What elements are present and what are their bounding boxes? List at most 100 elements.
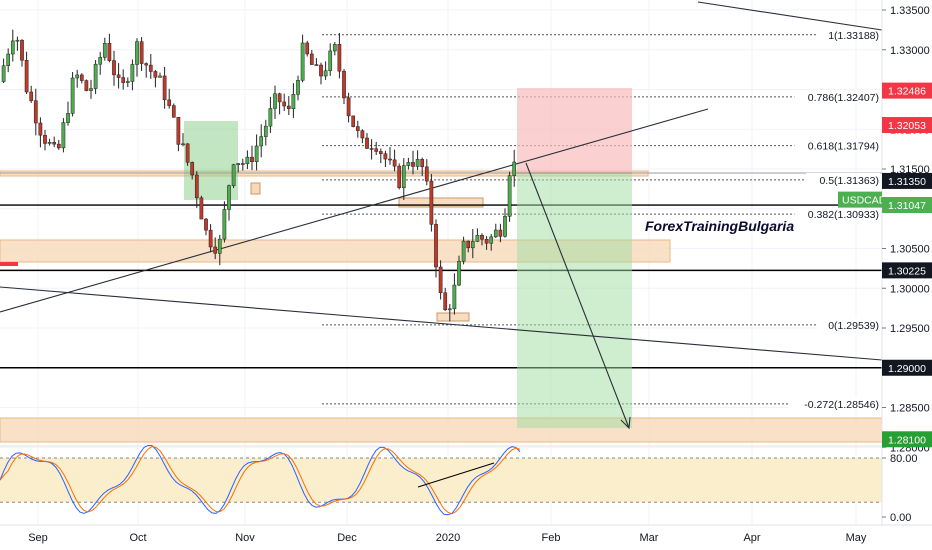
arrow-head [620, 416, 631, 430]
candle-body [240, 163, 245, 165]
time-tick-label: Mar [640, 532, 659, 544]
fib-level-label: 0(1.29539) [828, 320, 879, 332]
candle-body [503, 216, 507, 237]
candle-body [231, 164, 236, 186]
fib-level-label: 1(1.33188) [828, 30, 879, 42]
candle-body [75, 74, 80, 79]
short-position-tool[interactable] [517, 88, 632, 428]
candle-body [457, 260, 461, 286]
candle-body [130, 64, 135, 82]
time-tick-label: Feb [542, 532, 561, 544]
candle-body [332, 44, 337, 52]
fib-level-label: 0.382(1.30933) [808, 209, 879, 221]
candle-body [374, 148, 379, 152]
candle-body [309, 53, 314, 65]
candle-body [461, 240, 466, 262]
divergence-line [417, 462, 495, 488]
stoch-d-line [0, 446, 521, 515]
candle-body [323, 70, 328, 77]
price-badge [882, 431, 932, 448]
candle-body [277, 93, 282, 103]
candle-body [480, 235, 484, 240]
time-tick-label: Apr [743, 532, 760, 544]
price-badge [882, 262, 932, 279]
candle-body [493, 229, 498, 238]
candle-body [139, 41, 144, 64]
fib-label-bg [818, 317, 880, 331]
candle-body [15, 39, 20, 42]
candle-body [314, 64, 319, 66]
candle-body [369, 148, 374, 150]
candle-body [392, 159, 397, 167]
candle-body [153, 71, 158, 78]
candle-body [236, 163, 241, 165]
candle-body [475, 235, 480, 242]
price-badge-label: USDCAD [842, 195, 887, 207]
price-badge [882, 172, 932, 189]
candle-body [512, 161, 517, 176]
candle-body [52, 142, 57, 145]
price-badge-label: 1.32053 [888, 120, 926, 132]
fib-label-bg [818, 27, 880, 41]
candle-body [470, 241, 475, 249]
candle-body [250, 156, 254, 162]
candle-body [305, 42, 310, 55]
candle-body [420, 159, 425, 168]
candle-body [33, 100, 38, 124]
fib-label-bg [794, 207, 880, 221]
fib-level-label: 0.5(1.31363) [819, 175, 879, 187]
candle-body [484, 238, 489, 244]
falling-trendline [0, 286, 883, 361]
small-zone [398, 197, 484, 208]
candle-body [351, 115, 356, 127]
price-badge [882, 359, 932, 376]
candle-body [282, 101, 287, 107]
candle-body [162, 75, 167, 101]
trendlines [0, 1, 883, 430]
candle-body [424, 166, 429, 182]
price-badge-label: 1.29000 [888, 363, 926, 375]
candle-body [176, 117, 181, 145]
candle-body [10, 40, 15, 55]
candle-body [466, 240, 471, 249]
price-badge-label: 1.32486 [888, 86, 926, 98]
fib-level-label: 0.786(1.32407) [808, 92, 879, 104]
stop-loss-zone [517, 88, 632, 173]
demand-zone [0, 417, 883, 443]
candle-body [38, 122, 43, 136]
fib-level-label: -0.272(1.28546) [804, 399, 879, 411]
candle-body [378, 151, 383, 155]
candle-body [507, 175, 512, 217]
small-zone [436, 312, 470, 322]
candle-body [1, 65, 6, 82]
price-badge [838, 191, 882, 208]
price-badge-label: 1.30225 [888, 265, 926, 277]
candle-body [227, 185, 231, 210]
price-badge [882, 82, 932, 99]
red-marker [0, 262, 18, 266]
candle-body [6, 53, 11, 66]
candle-body [263, 125, 268, 137]
fib-level-label: 0.618(1.31794) [808, 141, 879, 153]
candle-body [208, 229, 213, 248]
candle-body [89, 88, 93, 91]
time-tick-label: Sep [28, 532, 48, 544]
candle-body [204, 218, 208, 231]
candle-body [254, 145, 259, 162]
fib-label-bg [794, 89, 880, 103]
candle-body [185, 143, 190, 163]
candle-body [406, 162, 411, 166]
candle-body [447, 308, 452, 311]
time-axis[interactable]: Sep Oct Nov Dec 2020 Feb Mar Apr May [0, 524, 932, 544]
candle-body [328, 50, 333, 72]
candle-body [190, 162, 195, 176]
candle-body [273, 93, 277, 109]
candle-body [84, 80, 89, 91]
price-axis[interactable]: 1.335001.330001.325001.320001.315001.310… [838, 0, 932, 550]
candle-body [61, 122, 66, 149]
candle-body [43, 134, 47, 144]
projection-arrow [525, 162, 630, 429]
price-badge [882, 117, 932, 134]
candle-body [222, 209, 227, 240]
